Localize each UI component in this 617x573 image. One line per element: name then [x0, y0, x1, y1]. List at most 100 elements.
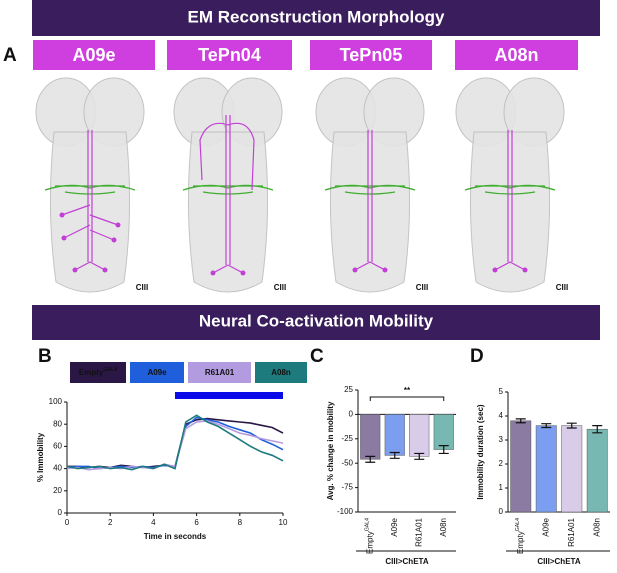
header-bar	[32, 0, 600, 36]
neuron-name: TePn05	[340, 45, 403, 65]
panel-label: B	[38, 346, 52, 367]
error-bar	[592, 425, 603, 434]
x-tick-label: 0	[65, 518, 70, 527]
x-tick-label-superscript: GAL4	[365, 518, 371, 531]
legend-label: A08n	[271, 368, 291, 377]
y-tick-label: 0	[58, 508, 63, 517]
x-tick-label: A08n	[592, 518, 601, 537]
error-bar	[541, 423, 552, 429]
neuron-arbor	[199, 115, 255, 274]
legend-label-superscript: GAL4	[103, 367, 117, 373]
x-tick-label: A08n	[439, 518, 448, 537]
bar	[510, 420, 532, 513]
error-bar	[515, 418, 526, 424]
x-tick-label: EmptyGAL4	[515, 518, 525, 554]
bar	[384, 414, 405, 456]
y-tick-label: 25	[344, 385, 353, 394]
line-series	[67, 417, 284, 469]
x-tick-label: R61A01	[567, 517, 576, 546]
soma	[382, 267, 388, 273]
neuron-label-box	[33, 40, 155, 70]
bar	[433, 414, 454, 450]
neuron-arbor	[494, 130, 526, 271]
nerve-cord	[187, 131, 269, 293]
x-tick-label-text: A09e	[541, 517, 550, 536]
x-tick-label-text: Empty	[516, 531, 525, 554]
stimulus-bar	[175, 392, 283, 399]
cns-image	[455, 77, 565, 293]
y-axis-label: Immobility duration (sec)	[476, 404, 485, 499]
region-label: CIII	[416, 283, 428, 292]
soma	[115, 222, 121, 228]
cns-image	[173, 77, 283, 293]
line-series	[66, 420, 284, 471]
x-tick-label: A09e	[390, 517, 399, 536]
x-tick-label-superscript: GAL4	[515, 518, 521, 531]
y-tick-label: 80	[53, 419, 62, 428]
x-tick-label-text: A08n	[439, 518, 448, 537]
y-axis-label: Avg. % change in mobility	[326, 401, 335, 500]
cns-image	[35, 77, 145, 293]
legend-label: A09e	[147, 368, 167, 377]
y-tick-label: 0	[499, 507, 504, 516]
legend-label-text: R61A01	[205, 368, 235, 377]
header: Neural Co-activation Mobility	[199, 311, 434, 330]
y-tick-label: 60	[53, 442, 62, 451]
legend-label: R61A01	[205, 368, 235, 377]
soma	[492, 267, 498, 273]
panel-label: A	[3, 45, 17, 66]
legend-swatch	[188, 362, 251, 383]
x-tick-label: 4	[151, 518, 156, 527]
error-bar	[438, 445, 449, 455]
legend-swatch	[70, 362, 126, 383]
y-axis-label: % Immobility	[36, 432, 45, 482]
panel-label: D	[470, 346, 484, 367]
significance-label: **	[404, 386, 411, 395]
y-tick-label: -100	[337, 507, 354, 516]
x-axis-label: CIII>ChETA	[385, 557, 428, 566]
error-bar	[414, 452, 425, 460]
y-tick-label: 0	[349, 410, 354, 419]
soma	[352, 267, 358, 273]
y-tick-label: 5	[499, 387, 504, 396]
ciii-neurons	[182, 184, 274, 195]
neuron-arbor	[354, 130, 386, 271]
soma	[111, 237, 117, 243]
x-tick-label-text: R61A01	[567, 517, 576, 546]
error-bar	[566, 422, 577, 429]
legend-label-text: Empty	[79, 368, 104, 377]
x-tick-label: 8	[238, 518, 243, 527]
bar	[409, 414, 430, 457]
region-label: CIII	[556, 283, 568, 292]
ciii-neurons	[324, 184, 416, 195]
y-tick-label: -25	[341, 434, 353, 443]
region-label: CIII	[274, 283, 286, 292]
cns-image	[315, 77, 425, 293]
x-tick-label: 2	[108, 518, 113, 527]
neuron-label-box	[455, 40, 578, 70]
neuron-label-box	[310, 40, 432, 70]
neuron-name: A08n	[494, 45, 538, 65]
nerve-cord	[329, 131, 411, 293]
x-tick-label: 10	[279, 518, 288, 527]
y-tick-label: 4	[499, 411, 504, 420]
legend-label-text: A09e	[147, 368, 167, 377]
x-tick-label: EmptyGAL4	[365, 518, 375, 554]
x-tick-label: R61A01	[414, 517, 423, 546]
soma	[522, 267, 528, 273]
x-tick-label-text: A09e	[390, 517, 399, 536]
x-axis-label: Time in seconds	[144, 532, 207, 541]
error-bar	[365, 455, 376, 463]
legend-label: EmptyGAL4	[79, 367, 117, 377]
y-tick-label: 40	[53, 464, 62, 473]
bar	[535, 425, 557, 513]
panel-label: C	[310, 346, 324, 367]
region-label: CIII	[136, 283, 148, 292]
soma	[59, 212, 65, 218]
significance-bracket	[369, 396, 445, 401]
y-tick-label: 100	[49, 397, 63, 406]
y-tick-label: 20	[53, 486, 62, 495]
x-tick-label: A09e	[541, 517, 550, 536]
legend-swatch	[130, 362, 184, 383]
